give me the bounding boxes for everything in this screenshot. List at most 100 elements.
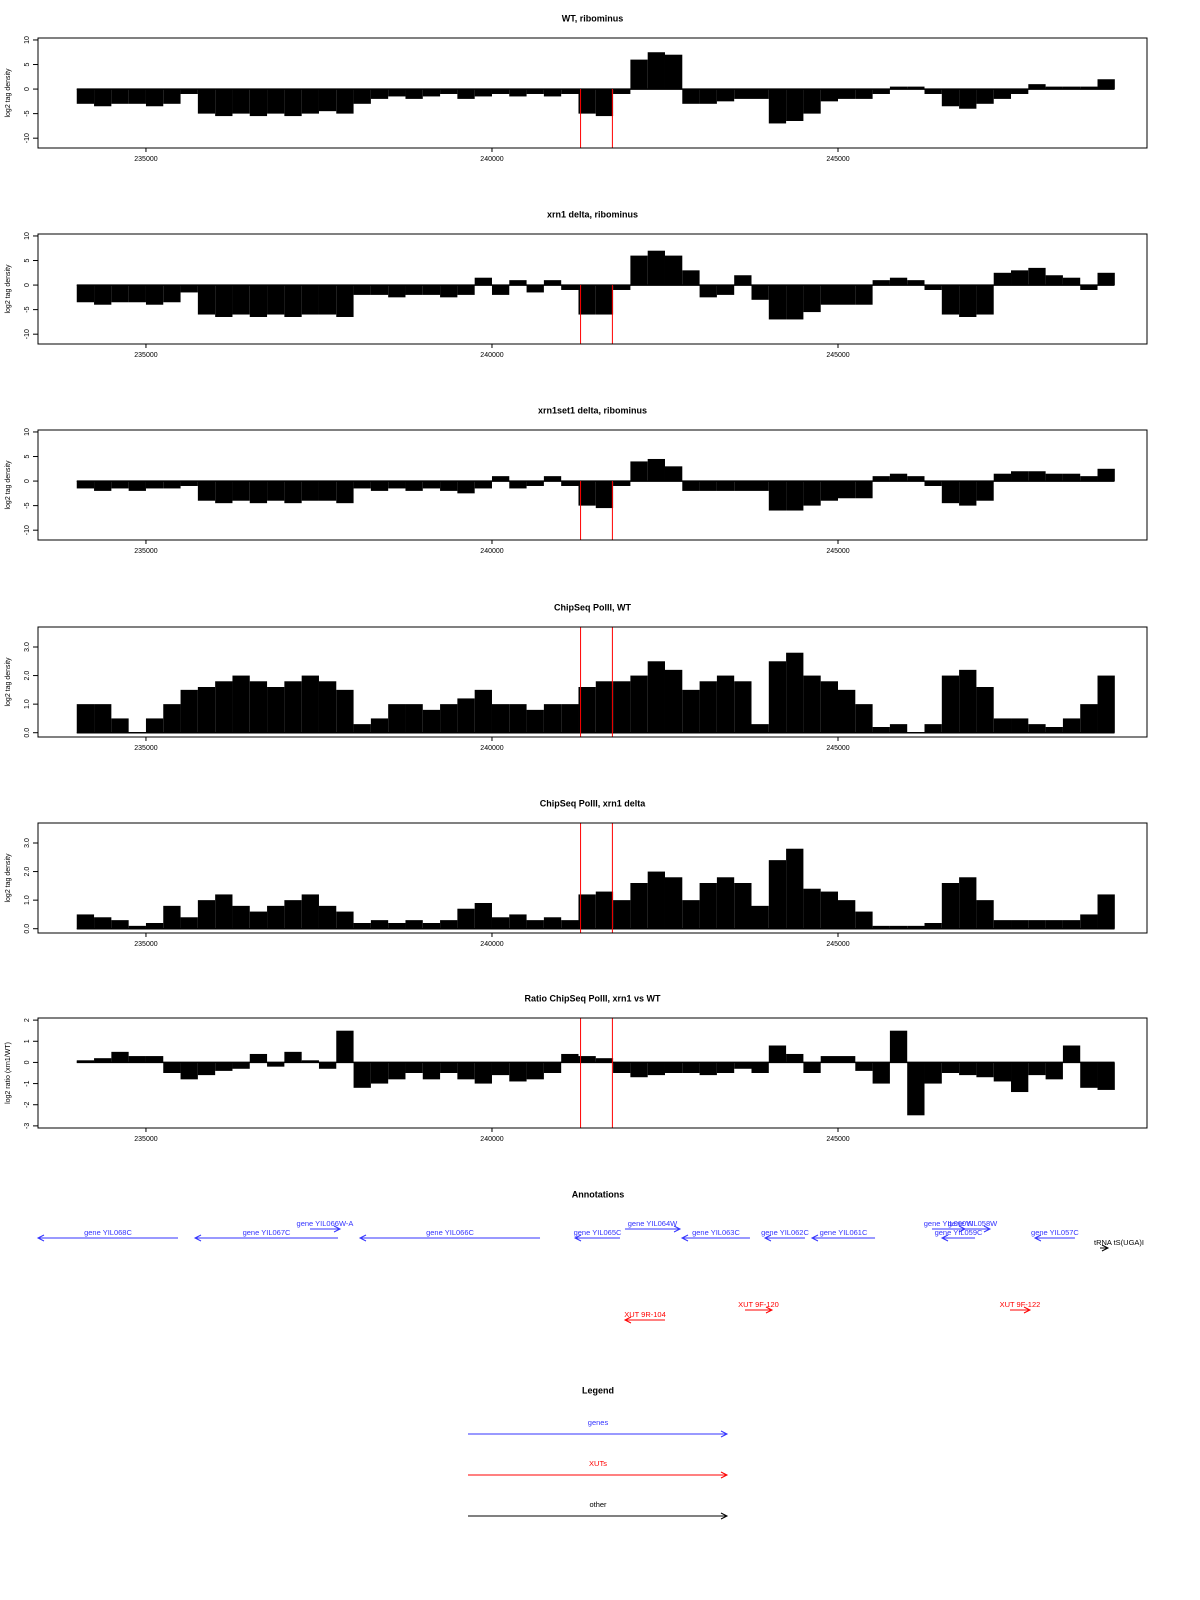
bar: [284, 900, 302, 929]
bar: [267, 481, 285, 501]
bar: [820, 891, 839, 929]
bar: [284, 285, 302, 317]
bar: [111, 920, 129, 929]
annotations-title: Annotations: [572, 1189, 625, 1199]
y-axis-label: log2 ratio (xrn1/WT): [5, 1042, 12, 1104]
y-axis-label: log2 tag density: [5, 460, 12, 510]
bar: [474, 689, 492, 733]
bar: [457, 908, 475, 929]
plot-frame: [37, 233, 1148, 345]
y-tick-label: 5: [24, 62, 31, 66]
chart-title: xrn1set1 delta, ribominus: [538, 405, 647, 415]
bar: [1062, 277, 1081, 286]
bar: [197, 1062, 216, 1076]
bar: [474, 903, 492, 929]
bar: [803, 675, 821, 733]
bar: [941, 1062, 960, 1073]
bar: [163, 704, 181, 733]
bar: [786, 1053, 804, 1063]
bar: [370, 89, 389, 99]
bar: [1011, 1062, 1029, 1093]
bar: [924, 481, 942, 486]
bar: [768, 285, 787, 320]
bar: [630, 1062, 648, 1078]
feature-label: gene YIL059C: [935, 1228, 983, 1237]
feature-arrow-head: [333, 1225, 342, 1233]
bar: [353, 89, 371, 104]
bar: [422, 481, 441, 489]
bar: [215, 89, 233, 117]
bar: [993, 272, 1012, 286]
bar: [734, 1062, 752, 1069]
bar: [180, 285, 198, 293]
bar: [959, 481, 977, 506]
bar: [1045, 86, 1063, 90]
feature-label: gene YIL066C: [426, 1228, 474, 1237]
bar: [820, 1056, 839, 1063]
y-tick-label: 0: [24, 479, 31, 483]
feature-label: XUT 9F-120: [738, 1300, 779, 1309]
bar: [716, 675, 735, 733]
x-tick-label: 235000: [134, 941, 157, 948]
y-tick-label: 0: [24, 1060, 31, 1064]
bar: [491, 89, 510, 94]
bar: [370, 920, 389, 929]
bar: [301, 675, 319, 733]
bar: [301, 894, 319, 929]
y-axis-label: log2 tag density: [5, 264, 12, 314]
bar: [111, 1051, 129, 1063]
bar: [630, 255, 648, 286]
y-tick-label: -10: [24, 133, 31, 143]
bar: [1045, 727, 1063, 733]
bar: [682, 900, 700, 929]
x-tick-label: 245000: [826, 745, 849, 752]
y-tick-label: 0: [24, 87, 31, 91]
legend-arrow-head: [720, 1512, 729, 1520]
bar: [457, 285, 475, 295]
y-tick-label: 10: [24, 428, 31, 436]
y-tick-label: 10: [24, 232, 31, 240]
y-tick-label: 10: [24, 36, 31, 44]
bar: [976, 900, 994, 929]
bar: [924, 1062, 942, 1084]
feature-arrow-head: [36, 1234, 45, 1242]
bar: [267, 1062, 285, 1067]
x-tick-label: 245000: [826, 156, 849, 163]
bar: [959, 1062, 977, 1076]
bar: [647, 661, 665, 733]
bar: [249, 911, 268, 929]
bar: [786, 848, 804, 929]
bar: [872, 89, 890, 94]
bar: [526, 481, 544, 486]
bar: [872, 1062, 890, 1084]
bar: [993, 718, 1012, 733]
bar: [682, 1062, 700, 1073]
bar: [855, 1062, 873, 1071]
bar: [163, 89, 181, 104]
feature-label: gene YIL067C: [243, 1228, 291, 1237]
x-tick-label: 245000: [826, 941, 849, 948]
bar: [716, 285, 735, 295]
bar: [578, 894, 596, 929]
bar: [993, 920, 1012, 929]
bar: [422, 923, 441, 929]
bar: [267, 89, 285, 114]
bar: [509, 704, 527, 733]
bar: [353, 481, 371, 489]
y-tick-label: -1: [24, 1080, 31, 1086]
bar: [889, 473, 908, 482]
bar: [94, 704, 112, 733]
bar: [94, 89, 112, 107]
feature-label: XUT 9R-104: [624, 1310, 666, 1319]
bar: [820, 89, 839, 102]
bar: [751, 89, 769, 99]
bar: [163, 285, 181, 303]
bar: [180, 89, 198, 94]
bar: [751, 285, 769, 300]
bar: [716, 877, 735, 929]
bar: [595, 481, 614, 509]
bar: [526, 920, 544, 929]
bar: [336, 1030, 354, 1063]
bar: [491, 704, 510, 733]
bar: [561, 285, 579, 290]
